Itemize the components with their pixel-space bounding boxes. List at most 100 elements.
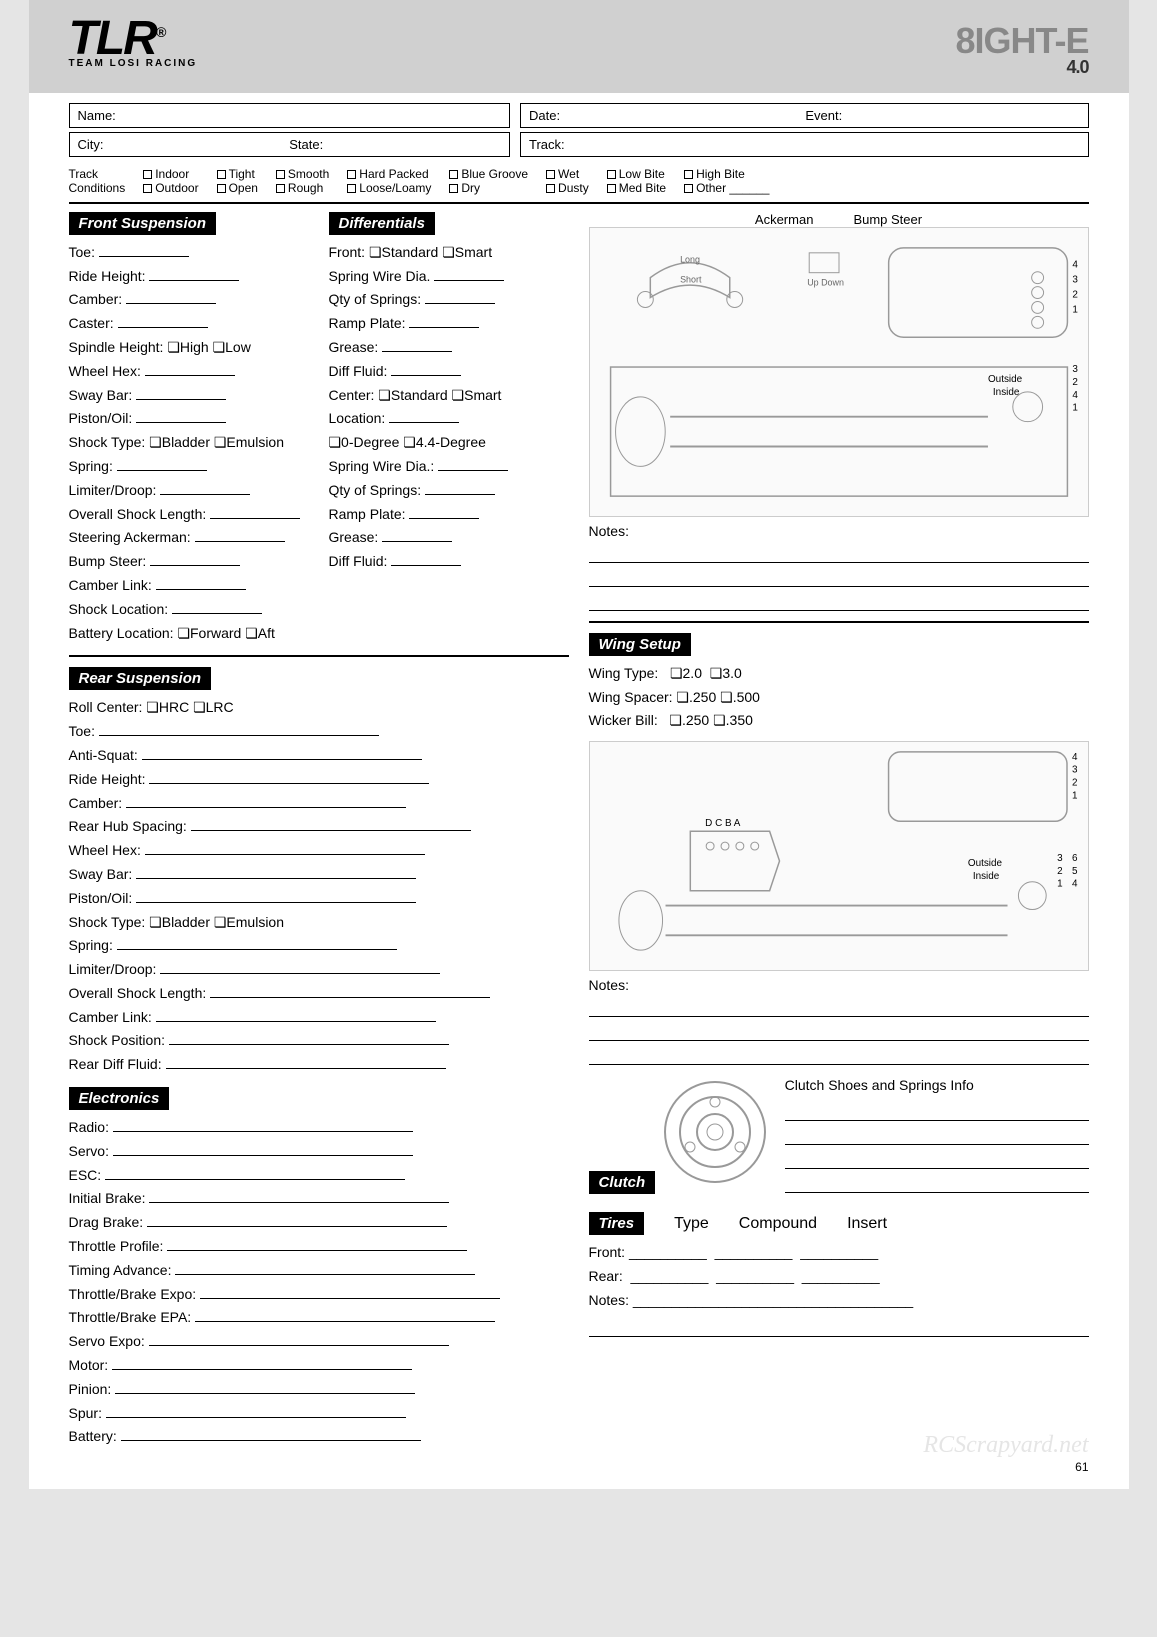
checkbox-icon[interactable]: [276, 184, 285, 193]
field-line[interactable]: Overall Shock Length:: [69, 982, 569, 1006]
checkbox-icon[interactable]: [143, 170, 152, 179]
field-line[interactable]: ESC:: [69, 1164, 569, 1188]
clutch-line[interactable]: [785, 1101, 1089, 1121]
checkbox-icon[interactable]: [347, 170, 356, 179]
notes-line[interactable]: [589, 567, 1089, 587]
field-line[interactable]: Caster:: [69, 312, 309, 336]
field-line[interactable]: Shock Position:: [69, 1029, 569, 1053]
checkbox-icon[interactable]: [449, 170, 458, 179]
field-line[interactable]: Center: ❏Standard ❏Smart: [329, 384, 569, 408]
checkbox-icon[interactable]: [143, 184, 152, 193]
field-line[interactable]: Spring Wire Dia.: [329, 265, 569, 289]
field-line[interactable]: Servo Expo:: [69, 1330, 569, 1354]
notes-line[interactable]: [589, 543, 1089, 563]
field-line[interactable]: Wheel Hex:: [69, 360, 309, 384]
field-line[interactable]: Overall Shock Length:: [69, 503, 309, 527]
field-line[interactable]: Camber:: [69, 792, 569, 816]
field-line[interactable]: Roll Center: ❏HRC ❏LRC: [69, 696, 569, 720]
field-line[interactable]: Camber Link:: [69, 574, 309, 598]
field-line[interactable]: Spring:: [69, 455, 309, 479]
field-line[interactable]: Diff Fluid:: [329, 360, 569, 384]
field-line[interactable]: Anti-Squat:: [69, 744, 569, 768]
field-line[interactable]: Bump Steer:: [69, 550, 309, 574]
tires-front-row[interactable]: Front: __________ __________ __________: [589, 1241, 1089, 1265]
field-line[interactable]: Pinion:: [69, 1378, 569, 1402]
notes-line[interactable]: [589, 1021, 1089, 1041]
field-line[interactable]: Ride Height:: [69, 768, 569, 792]
field-line[interactable]: Wheel Hex:: [69, 839, 569, 863]
field-line[interactable]: Servo:: [69, 1140, 569, 1164]
field-line[interactable]: Sway Bar:: [69, 863, 569, 887]
clutch-line[interactable]: [785, 1173, 1089, 1193]
clutch-line[interactable]: [785, 1125, 1089, 1145]
field-line[interactable]: Steering Ackerman:: [69, 526, 309, 550]
checkbox-icon[interactable]: [684, 170, 693, 179]
field-line[interactable]: Ride Height:: [69, 265, 309, 289]
field-line[interactable]: Limiter/Droop:: [69, 479, 309, 503]
field-line[interactable]: Sway Bar:: [69, 384, 309, 408]
field-line[interactable]: Front: ❏Standard ❏Smart: [329, 241, 569, 265]
date-event-box[interactable]: Date: Event:: [520, 103, 1089, 128]
field-line[interactable]: Piston/Oil:: [69, 887, 569, 911]
notes-line[interactable]: [589, 1317, 1089, 1337]
field-line[interactable]: Throttle/Brake Expo:: [69, 1283, 569, 1307]
checkbox-icon[interactable]: [217, 170, 226, 179]
field-line[interactable]: Radio:: [69, 1116, 569, 1140]
checkbox-icon[interactable]: [449, 184, 458, 193]
checkbox-icon[interactable]: [546, 170, 555, 179]
tires-rear-row[interactable]: Rear: __________ __________ __________: [589, 1265, 1089, 1289]
checkbox-icon[interactable]: [607, 170, 616, 179]
field-line[interactable]: Toe:: [69, 241, 309, 265]
opt: 3.0: [722, 665, 741, 681]
field-line[interactable]: Grease:: [329, 336, 569, 360]
notes-line[interactable]: [589, 997, 1089, 1017]
notes-line[interactable]: [589, 1045, 1089, 1065]
field-line[interactable]: Spring:: [69, 934, 569, 958]
date-label: Date:: [529, 108, 560, 123]
field-line[interactable]: Diff Fluid:: [329, 550, 569, 574]
field-line[interactable]: Camber:: [69, 288, 309, 312]
tires-notes-row[interactable]: Notes: _________________________________…: [589, 1289, 1089, 1313]
field-line[interactable]: Spring Wire Dia.:: [329, 455, 569, 479]
field-line[interactable]: Qty of Springs:: [329, 288, 569, 312]
field-line[interactable]: Rear Diff Fluid:: [69, 1053, 569, 1077]
differentials-fields: Front: ❏Standard ❏SmartSpring Wire Dia. …: [329, 241, 569, 574]
name-box[interactable]: Name:: [69, 103, 510, 128]
field-line[interactable]: Shock Type: ❏Bladder ❏Emulsion: [69, 911, 569, 935]
checkbox-icon[interactable]: [607, 184, 616, 193]
checkbox-icon[interactable]: [276, 170, 285, 179]
field-line[interactable]: Motor:: [69, 1354, 569, 1378]
field-line[interactable]: Spindle Height: ❏High ❏Low: [69, 336, 309, 360]
field-line[interactable]: Piston/Oil:: [69, 407, 309, 431]
field-line[interactable]: Battery:: [69, 1425, 569, 1449]
field-line[interactable]: Toe:: [69, 720, 569, 744]
field-line[interactable]: Location:: [329, 407, 569, 431]
checkbox-icon[interactable]: [546, 184, 555, 193]
field-line[interactable]: Limiter/Droop:: [69, 958, 569, 982]
field-line[interactable]: Spur:: [69, 1402, 569, 1426]
field-line[interactable]: Ramp Plate:: [329, 503, 569, 527]
city-state-box[interactable]: City: State:: [69, 132, 510, 157]
field-line[interactable]: Qty of Springs:: [329, 479, 569, 503]
track-box[interactable]: Track:: [520, 132, 1089, 157]
right-column: Ackerman Bump Steer Long Short Up Down: [589, 212, 1089, 1449]
field-line[interactable]: Battery Location: ❏Forward ❏Aft: [69, 622, 309, 646]
field-line[interactable]: Rear Hub Spacing:: [69, 815, 569, 839]
checkbox-icon[interactable]: [347, 184, 356, 193]
checkbox-icon[interactable]: [684, 184, 693, 193]
notes-line[interactable]: [589, 591, 1089, 611]
field-line[interactable]: Grease:: [329, 526, 569, 550]
field-line[interactable]: ❏0-Degree ❏4.4-Degree: [329, 431, 569, 455]
checkbox-icon[interactable]: [217, 184, 226, 193]
field-line[interactable]: Drag Brake:: [69, 1211, 569, 1235]
field-line[interactable]: Shock Location:: [69, 598, 309, 622]
field-line[interactable]: Shock Type: ❏Bladder ❏Emulsion: [69, 431, 309, 455]
field-line[interactable]: Initial Brake:: [69, 1187, 569, 1211]
field-line[interactable]: Throttle Profile:: [69, 1235, 569, 1259]
field-line[interactable]: Ramp Plate:: [329, 312, 569, 336]
field-line[interactable]: Throttle/Brake EPA:: [69, 1306, 569, 1330]
clutch-line[interactable]: [785, 1149, 1089, 1169]
field-line[interactable]: Timing Advance:: [69, 1259, 569, 1283]
field-line[interactable]: Camber Link:: [69, 1006, 569, 1030]
clutch-diagram-svg: [660, 1077, 770, 1187]
